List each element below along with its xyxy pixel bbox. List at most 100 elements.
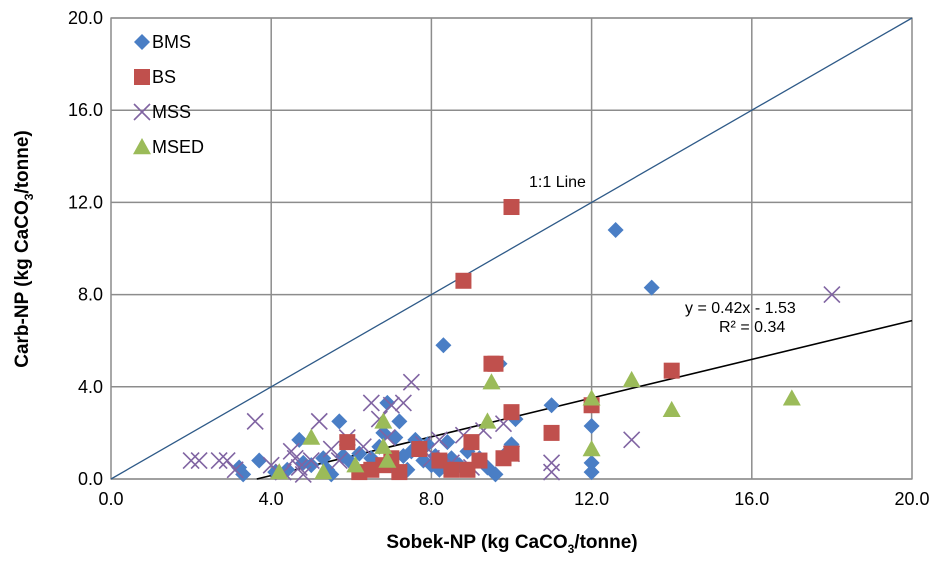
legend-marker-mss [133,103,151,121]
x-marker-stroke [286,449,304,467]
bms-point [331,413,348,430]
mss-point [286,449,304,467]
legend-label-bms: BMS [152,32,191,52]
bs-point [339,434,356,451]
bms-point [251,452,268,469]
bms-point [439,434,456,451]
y-tick-label: 4.0 [78,377,103,397]
mss-point [218,451,236,470]
x-tick-label: 4.0 [259,489,284,509]
bms-point [583,417,600,434]
bms-point [435,337,452,354]
msed-point [482,373,501,390]
bms-point [391,413,408,430]
bs-point [471,452,488,469]
msed-point [662,400,681,418]
x-marker-stroke [246,412,264,430]
bms-point [291,431,308,448]
x-marker-stroke [302,451,320,470]
mss-point [623,431,641,449]
trend-equation: y = 0.42x - 1.53 [685,300,796,317]
mss-point [354,438,372,456]
x-marker-stroke [290,458,308,477]
x-tick-label: 12.0 [574,489,609,509]
bms-point [235,466,252,483]
mss-point [182,451,200,470]
y-tick-label: 8.0 [78,285,103,305]
bms-point [583,454,600,471]
gridlines [110,17,913,480]
bs-point [543,424,560,441]
x-marker-stroke [823,286,841,304]
x-tick-label: 0.0 [98,489,123,509]
x-marker-stroke [382,396,400,414]
bs-point [455,272,472,289]
x-marker-stroke [330,451,348,470]
x-marker-stroke [322,440,340,458]
x-marker-stroke [210,451,228,470]
legend-label-msed: MSED [152,137,204,157]
legend-marker-msed [133,138,151,155]
msed-point [582,440,601,457]
x-marker-stroke [226,461,244,479]
bs-point [391,464,408,481]
series-bms [231,222,660,483]
y-axis-title-subscript: 3 [22,193,36,200]
bs-point [459,461,476,478]
x-marker-stroke [354,438,372,456]
x-tick-labels: 0.0 4.0 8.0 12.0 16.0 20.0 [98,489,929,509]
series-msed [270,370,801,480]
x-axis-title-subscript: 3 [568,542,575,556]
y-tick-labels: 0.0 4.0 8.0 12.0 16.0 20.0 [68,8,103,489]
one-to-one-label: 1:1 Line [529,174,586,191]
x-marker-stroke [218,451,236,470]
bs-point [443,461,460,478]
mss-point [322,440,340,458]
mss-point [542,463,561,481]
legend-marker-bms [134,34,150,50]
data-points [182,199,841,483]
bs-point [363,461,380,478]
x-tick-label: 16.0 [734,489,769,509]
x-marker-stroke [310,412,328,430]
y-tick-label: 0.0 [78,469,103,489]
bms-point [583,464,600,481]
x-tick-label: 20.0 [894,489,929,509]
bs-point [503,445,520,462]
bs-point [487,355,504,372]
x-marker-stroke [282,442,300,460]
bms-point [607,222,624,239]
x-marker-stroke [133,103,151,121]
mss-point [402,373,420,391]
y-axis-title-tail: /tonne) [12,130,33,193]
x-marker-stroke [402,373,420,391]
mss-point [190,451,208,470]
y-tick-label: 20.0 [68,8,103,28]
mss-point [362,394,380,412]
x-marker-stroke [182,451,200,470]
x-marker-stroke [262,456,280,474]
mss-point [330,451,348,470]
plot-area-border [110,17,913,480]
msed-point [478,412,497,429]
bs-point [431,452,448,469]
bms-point [303,457,320,474]
x-axis-title-main: Sobek-NP (kg CaCO [386,532,567,553]
msed-point [378,451,397,468]
mss-point [394,394,412,412]
mss-point [246,412,264,430]
x-tick-label: 8.0 [419,489,444,509]
msed-point [782,389,801,406]
msed-point [374,437,393,454]
bms-point [379,394,396,411]
y-tick-label: 16.0 [68,100,103,120]
mss-point [310,412,328,430]
legend: BMS BS MSS MSED [133,32,204,157]
mss-point [226,461,244,479]
y-axis-title: Carb-NP (kg CaCO3/tonne) [12,130,36,368]
x-marker-stroke [394,394,412,412]
msed-point [374,412,393,429]
mss-point [542,454,561,472]
mss-point [823,286,841,304]
